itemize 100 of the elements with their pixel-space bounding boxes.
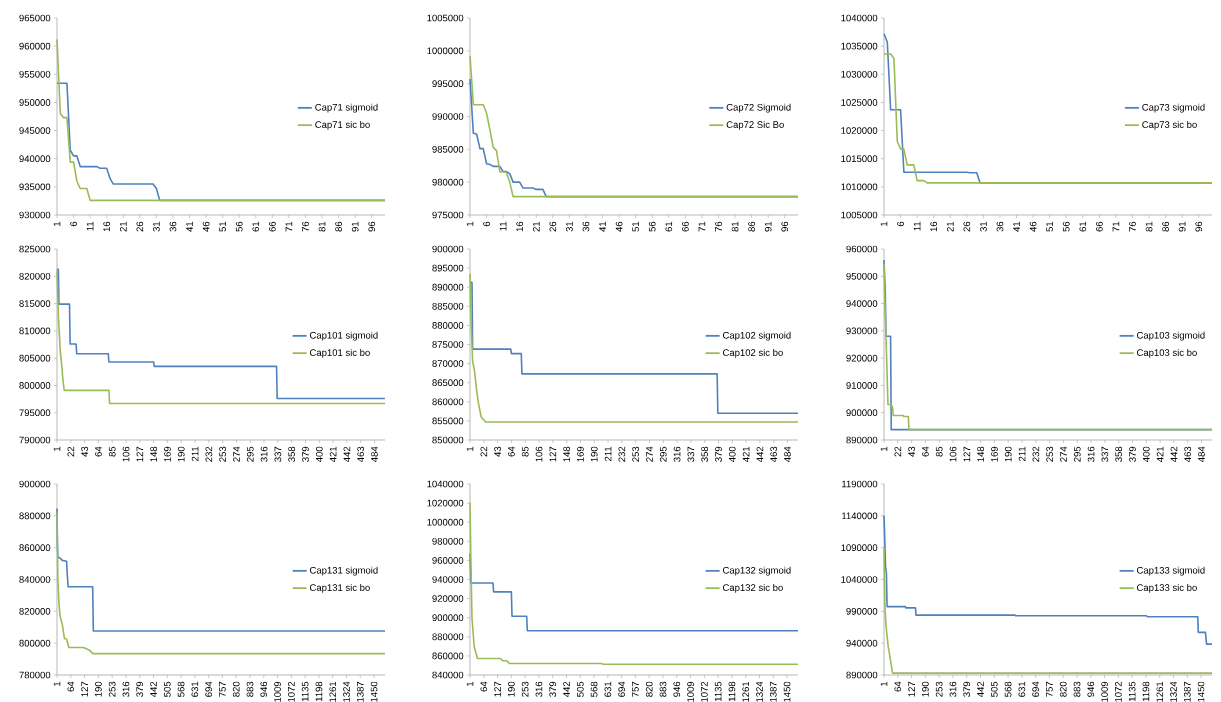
x-tick-label: 11 <box>86 221 94 231</box>
x-tick-label: 1135 <box>301 681 309 702</box>
legend-label: Cap71 sic bo <box>315 121 370 130</box>
y-tick-label: 1020000 <box>427 499 464 507</box>
x-tick-label: 232 <box>205 446 213 462</box>
x-tick-label: 316 <box>949 681 957 697</box>
x-tick-label: 379 <box>549 681 557 697</box>
x-tick-label: 106 <box>122 446 130 462</box>
x-tick-label: 442 <box>563 681 570 697</box>
x-tick-label: 91 <box>351 221 359 232</box>
x-tick-label: 64 <box>922 446 929 457</box>
x-tick-label: 631 <box>191 681 199 697</box>
y-tick-label: 1030000 <box>841 70 878 78</box>
x-tick-label: 127 <box>81 681 88 697</box>
x-tick-label: 1450 <box>783 681 791 702</box>
x-tick-label: 1387 <box>356 681 364 702</box>
x-tick-label: 86 <box>1162 221 1169 232</box>
x-tick-label: 211 <box>604 446 612 462</box>
x-tick-label: 1450 <box>370 681 378 702</box>
y-tick-label: 795000 <box>19 409 51 417</box>
x-tick-label: 295 <box>659 446 667 462</box>
x-tick-label: 190 <box>94 681 102 697</box>
x-tick-label: 6 <box>70 221 77 227</box>
x-tick-label: 820 <box>232 681 240 697</box>
x-tick-label: 694 <box>205 681 212 697</box>
x-tick-label: 1 <box>880 681 888 686</box>
y-tick-label: 780000 <box>19 671 51 679</box>
x-tick-label: 1072 <box>700 681 708 702</box>
x-tick-label: 253 <box>219 446 227 462</box>
legend-label: Cap131 sic bo <box>310 584 370 593</box>
x-tick-label: 232 <box>618 446 626 462</box>
x-tick-label: 85 <box>108 446 116 457</box>
x-tick-label: 1 <box>53 221 61 226</box>
y-tick-label: 800000 <box>19 639 51 647</box>
x-tick-label: 421 <box>329 446 337 462</box>
x-tick-label: 46 <box>202 221 210 232</box>
y-tick-label: 955000 <box>19 70 51 78</box>
x-tick-label: 883 <box>246 681 254 697</box>
x-tick-label: 51 <box>632 221 639 232</box>
x-tick-label: 694 <box>1032 681 1040 697</box>
x-tick-label: 61 <box>1079 221 1087 232</box>
x-tick-label: 96 <box>368 221 376 232</box>
x-tick-label: 6 <box>483 221 490 227</box>
x-tick-label: 568 <box>1004 681 1012 697</box>
y-tick-label: 790000 <box>19 436 51 444</box>
x-tick-label: 21 <box>532 221 540 232</box>
x-tick-label: 66 <box>268 221 276 232</box>
x-tick-label: 66 <box>681 221 689 232</box>
x-tick-label: 106 <box>535 446 543 462</box>
y-tick-label: 890000 <box>432 283 464 291</box>
x-tick-label: 463 <box>357 446 365 462</box>
x-tick-label: 1198 <box>728 681 736 702</box>
y-tick-label: 1035000 <box>841 42 878 50</box>
x-tick-label: 253 <box>632 446 640 462</box>
x-tick-label: 1 <box>880 221 888 226</box>
x-tick-label: 1198 <box>1142 681 1150 702</box>
x-tick-label: 505 <box>990 681 998 697</box>
x-tick-label: 64 <box>894 681 902 692</box>
x-tick-label: 337 <box>1101 446 1109 462</box>
x-tick-label: 64 <box>67 681 75 692</box>
legend-label: Cap133 sigmoid <box>1137 566 1205 576</box>
y-tick-label: 980000 <box>432 537 464 545</box>
legend-label: Cap131 sigmoid <box>310 566 378 576</box>
x-tick-label: 505 <box>576 681 584 697</box>
y-tick-label: 1040000 <box>841 576 878 583</box>
x-tick-label: 631 <box>604 681 612 697</box>
x-tick-label: 484 <box>371 446 378 462</box>
y-tick-label: 825000 <box>19 245 51 253</box>
x-tick-label: 232 <box>1032 446 1040 462</box>
y-tick-label: 840000 <box>19 576 51 583</box>
y-tick-label: 1025000 <box>841 99 878 106</box>
y-tick-label: 935000 <box>19 183 51 191</box>
x-tick-label: 379 <box>1129 446 1136 462</box>
x-tick-label: 1009 <box>1101 681 1108 702</box>
x-tick-label: 81 <box>318 221 326 232</box>
x-tick-label: 31 <box>153 221 160 232</box>
y-tick-label: 860000 <box>432 652 464 660</box>
x-tick-label: 442 <box>1170 446 1178 462</box>
x-tick-label: 190 <box>590 446 598 462</box>
y-tick-label: 1190000 <box>842 480 878 488</box>
x-tick-label: 946 <box>260 681 268 697</box>
x-tick-label: 71 <box>1112 221 1120 232</box>
y-tick-label: 840000 <box>432 671 464 679</box>
x-tick-label: 1198 <box>315 681 323 702</box>
x-tick-label: 86 <box>335 221 342 232</box>
x-tick-label: 379 <box>302 446 309 462</box>
x-tick-label: 442 <box>150 681 157 697</box>
x-tick-label: 71 <box>285 221 293 232</box>
y-tick-label: 1020000 <box>841 127 878 134</box>
x-tick-label: 883 <box>1073 681 1081 697</box>
x-tick-label: 274 <box>233 446 240 462</box>
y-tick-label: 820000 <box>19 607 51 615</box>
x-tick-label: 190 <box>508 681 515 697</box>
legend-label: Cap103 sic bo <box>1137 349 1197 358</box>
x-tick-label: 1324 <box>343 681 350 702</box>
x-tick-label: 1387 <box>769 681 777 702</box>
x-tick-label: 946 <box>1087 681 1095 697</box>
y-tick-label: 800000 <box>19 382 51 389</box>
x-tick-label: 76 <box>1129 221 1136 232</box>
x-tick-label: 505 <box>163 681 171 697</box>
